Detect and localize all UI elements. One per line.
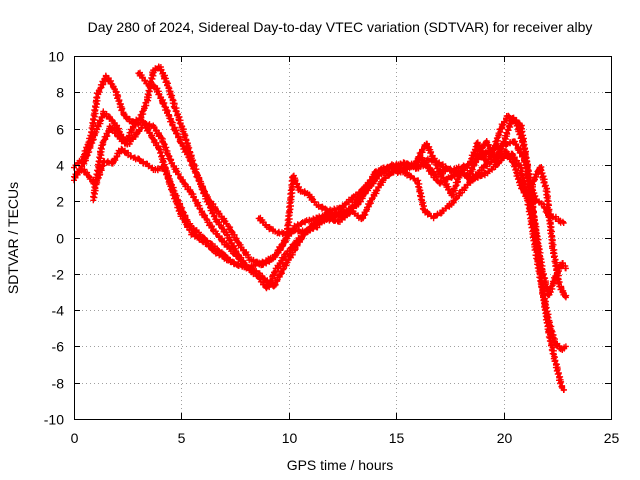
series-markers — [135, 69, 567, 269]
series-track-5 — [255, 148, 570, 301]
chart-title: Day 280 of 2024, Sidereal Day-to-day VTE… — [88, 19, 593, 35]
y-tick-label: -8 — [52, 376, 65, 392]
series-track-2 — [71, 145, 569, 353]
series-track-3 — [71, 63, 567, 393]
series-track-1 — [71, 108, 569, 299]
x-tick-label: 15 — [389, 430, 405, 446]
y-tick-label: -2 — [52, 267, 65, 283]
y-tick-label: 10 — [48, 49, 64, 65]
x-tick-label: 20 — [497, 430, 513, 446]
y-tick-label: 4 — [56, 158, 64, 174]
series-markers — [71, 108, 569, 299]
x-tick-label: 25 — [604, 430, 620, 446]
series-track-4 — [135, 69, 567, 269]
y-tick-label: 0 — [56, 231, 64, 247]
y-tick-label: 2 — [56, 194, 64, 210]
x-tick-label: 0 — [71, 430, 79, 446]
x-tick-label: 5 — [178, 430, 186, 446]
y-tick-label: -10 — [44, 412, 64, 428]
series-markers — [90, 120, 245, 265]
series-track-6 — [90, 120, 245, 265]
axis-ticks: 0 5 10 15 20 25 -10 -8 -6 -4 -2 0 2 4 6 8 10 — [44, 49, 620, 447]
x-tick-label: 10 — [282, 430, 298, 446]
y-axis-label: SDTVAR / TECUs — [5, 182, 21, 294]
series-markers — [71, 63, 567, 393]
y-tick-label: -6 — [52, 339, 65, 355]
x-axis-label: GPS time / hours — [287, 457, 394, 473]
y-tick-label: 8 — [56, 85, 64, 101]
data-marks — [71, 63, 570, 393]
y-tick-label: 6 — [56, 122, 64, 138]
y-tick-label: -4 — [52, 303, 65, 319]
series-markers — [71, 145, 569, 353]
series-markers — [255, 148, 570, 301]
